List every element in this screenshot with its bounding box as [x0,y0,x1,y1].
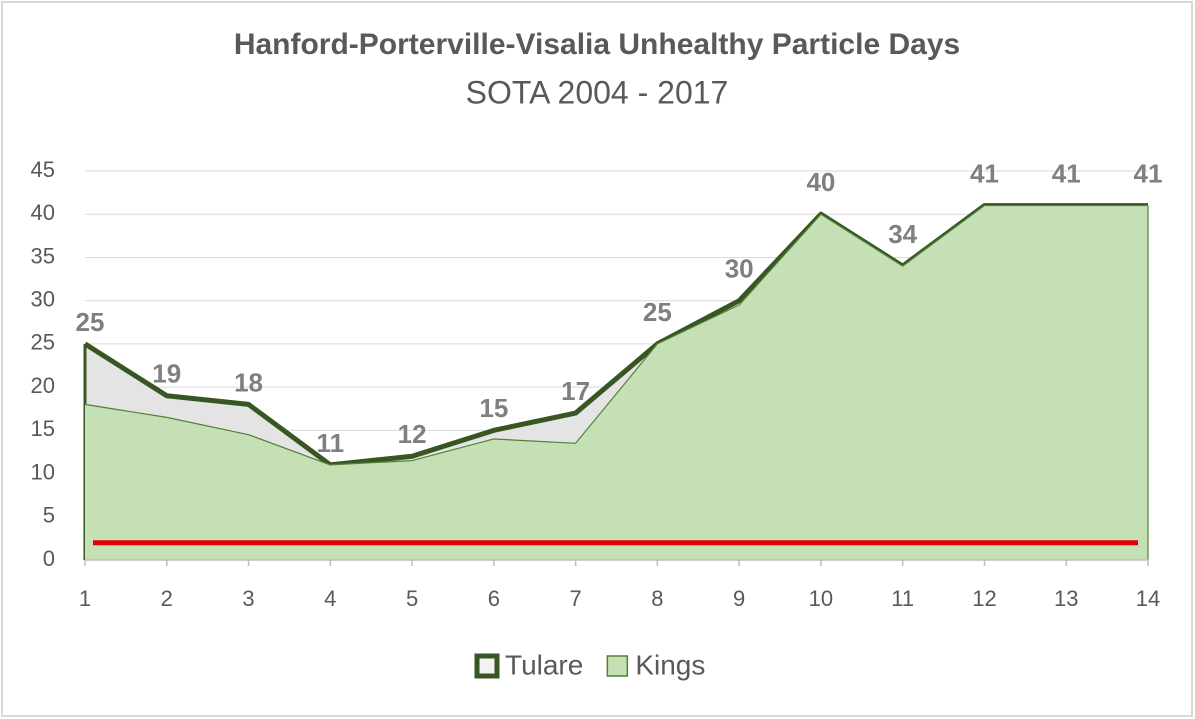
y-tick-label: 10 [31,459,55,484]
data-label: 18 [234,367,263,397]
chart-title: Hanford-Porterville-Visalia Unhealthy Pa… [234,28,960,61]
legend-swatch [606,655,629,677]
x-tick-label: 6 [488,586,500,611]
y-tick-label: 35 [31,243,55,268]
data-label: 30 [725,254,754,284]
legend-swatch [474,653,500,679]
data-label: 41 [1052,158,1081,188]
y-tick-label: 20 [31,373,55,398]
x-tick-label: 8 [651,586,663,611]
data-label: 25 [76,307,105,337]
x-tick-label: 5 [406,586,418,611]
x-tick-label: 1 [79,586,91,611]
chart-subtitle: SOTA 2004 - 2017 [466,74,729,110]
x-tick-label: 7 [569,586,581,611]
data-label: 40 [806,167,835,197]
data-label: 17 [561,376,590,406]
y-tick-label: 0 [43,546,55,571]
data-label: 12 [398,419,427,449]
legend-label: Tulare [505,649,583,680]
data-label: 15 [479,393,508,423]
x-tick-label: 14 [1136,586,1160,611]
y-tick-label: 40 [31,200,55,225]
x-tick-label: 2 [161,586,173,611]
x-tick-label: 4 [324,586,336,611]
x-tick-label: 3 [242,586,254,611]
data-label: 25 [643,297,672,327]
x-tick-label: 13 [1054,586,1078,611]
data-label: 19 [152,359,181,389]
y-tick-label: 25 [31,330,55,355]
y-tick-label: 45 [31,157,55,182]
x-tick-label: 11 [891,586,914,611]
y-tick-label: 30 [31,286,55,311]
data-label: 34 [888,219,917,249]
data-label: 41 [970,158,999,188]
area-line [84,204,1148,466]
data-label: 11 [317,428,345,458]
x-tick-label: 12 [972,586,996,611]
x-tick-label: 9 [733,586,745,611]
y-tick-label: 5 [43,503,55,528]
y-tick-label: 15 [31,416,55,441]
legend-label: Kings [635,649,705,680]
data-label: 41 [1134,158,1163,188]
x-tick-label: 10 [809,586,833,611]
area-fill [85,205,1148,561]
